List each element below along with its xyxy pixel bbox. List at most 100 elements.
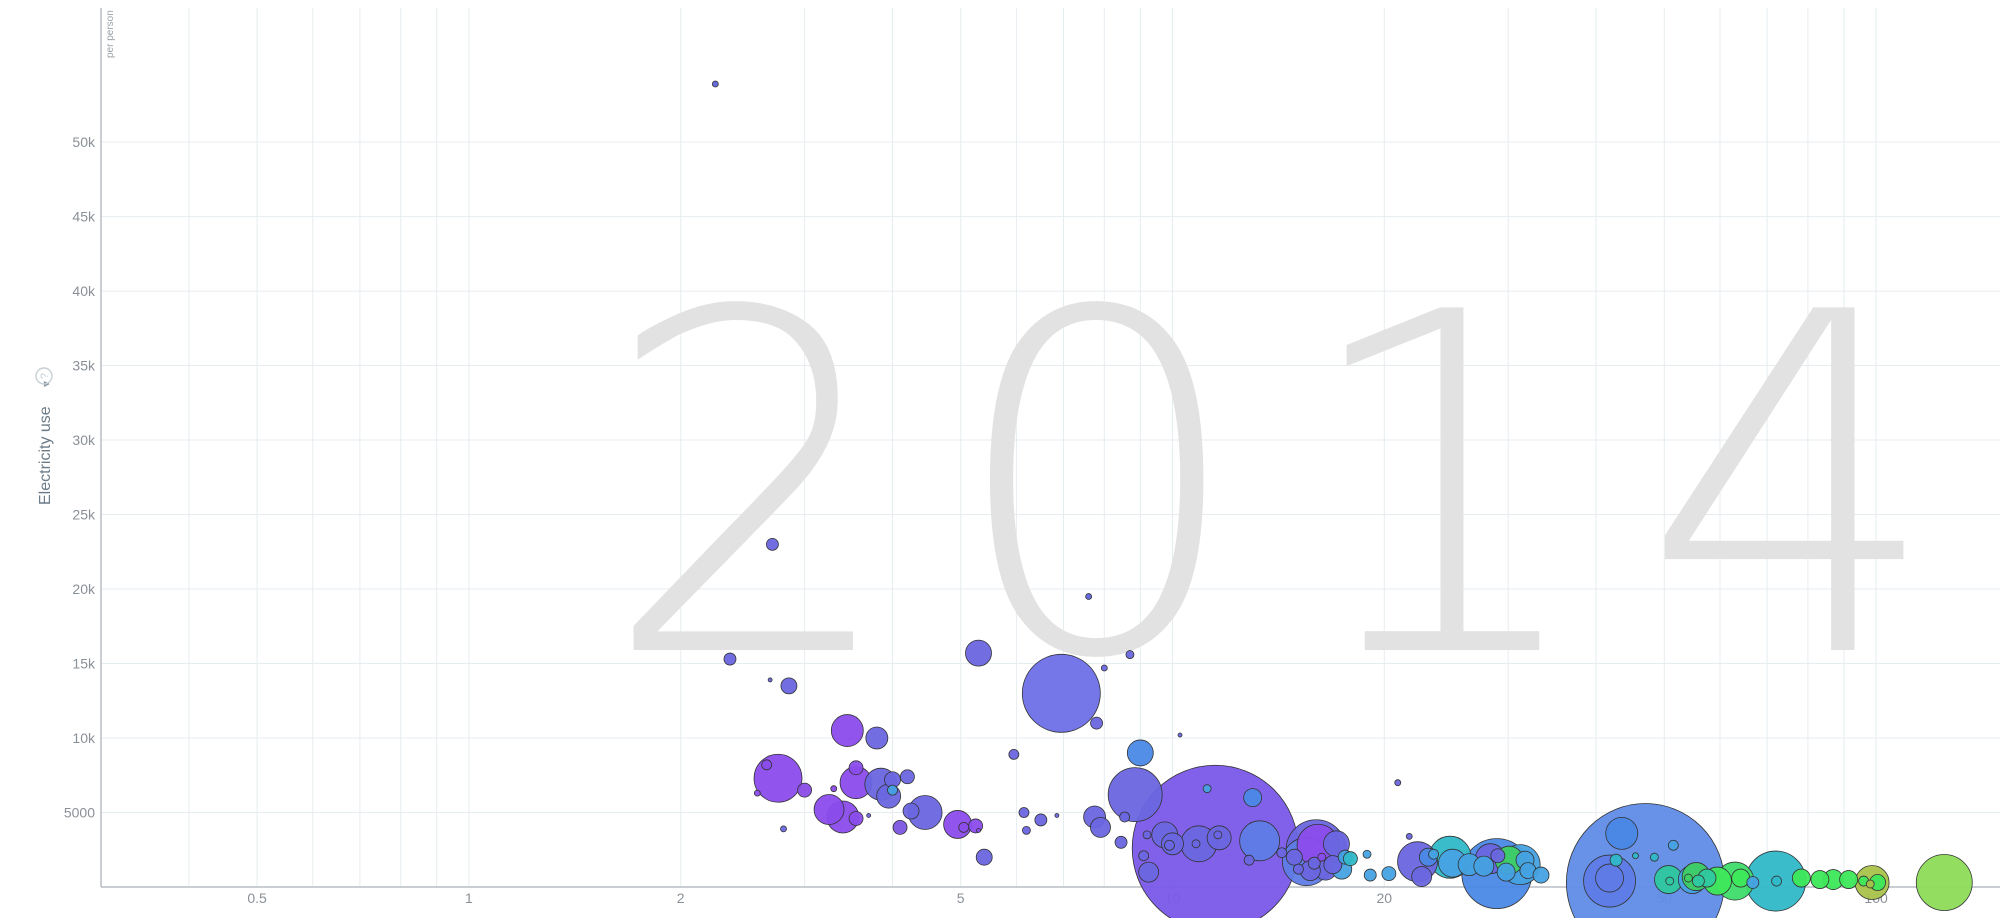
data-bubble bbox=[1143, 831, 1151, 839]
x-tick-label: 2 bbox=[677, 890, 685, 906]
data-bubble bbox=[1610, 854, 1622, 866]
data-bubble bbox=[831, 786, 837, 792]
data-bubble bbox=[762, 760, 772, 770]
data-bubble bbox=[798, 783, 812, 797]
x-tick-label: 20 bbox=[1377, 890, 1393, 906]
data-bubble bbox=[831, 715, 863, 747]
data-bubble bbox=[1178, 733, 1182, 737]
data-bubble bbox=[900, 770, 914, 784]
data-bubble bbox=[1429, 849, 1439, 859]
data-bubble bbox=[781, 826, 787, 832]
data-bubble bbox=[1632, 853, 1638, 859]
data-bubble bbox=[1916, 855, 1972, 911]
y-tick-label: 15k bbox=[72, 656, 96, 672]
data-bubble bbox=[1091, 717, 1103, 729]
data-bubble bbox=[903, 803, 919, 819]
y-tick-label: 35k bbox=[72, 358, 96, 374]
data-bubble bbox=[1474, 856, 1494, 876]
data-bubble bbox=[1192, 840, 1200, 848]
x-tick-label: 1 bbox=[465, 890, 473, 906]
x-tick-label: 0.5 bbox=[247, 890, 267, 906]
data-bubble bbox=[1747, 877, 1759, 889]
data-bubble bbox=[768, 678, 772, 682]
data-bubble bbox=[1406, 833, 1412, 839]
data-bubble bbox=[1203, 785, 1211, 793]
data-bubble bbox=[849, 811, 863, 825]
y-tick-label: 5000 bbox=[64, 805, 95, 821]
data-bubble bbox=[1533, 867, 1549, 883]
data-bubble bbox=[1127, 740, 1153, 766]
data-bubble bbox=[1650, 853, 1658, 861]
data-bubble bbox=[1666, 877, 1674, 885]
data-bubble bbox=[1840, 871, 1858, 889]
data-bubble bbox=[1286, 849, 1302, 865]
data-bubble bbox=[1244, 855, 1254, 865]
data-bubble bbox=[754, 790, 760, 796]
y-tick-label: 25k bbox=[72, 507, 96, 523]
data-bubble bbox=[849, 761, 863, 775]
data-bubble bbox=[1606, 817, 1638, 849]
data-bubble bbox=[1277, 848, 1287, 858]
data-bubble bbox=[1318, 853, 1326, 861]
data-bubble bbox=[959, 822, 969, 832]
data-bubble bbox=[1566, 804, 1724, 918]
data-bubble bbox=[1108, 768, 1162, 822]
data-bubble bbox=[1139, 851, 1149, 861]
data-bubble bbox=[766, 538, 778, 550]
data-bubble bbox=[1684, 874, 1692, 882]
data-bubble bbox=[1382, 867, 1396, 881]
x-tick-label: 5 bbox=[957, 890, 965, 906]
data-bubble bbox=[1022, 654, 1100, 732]
data-bubble bbox=[1491, 849, 1505, 863]
data-bubble bbox=[781, 678, 797, 694]
data-bubble bbox=[814, 795, 844, 825]
data-bubble bbox=[1412, 867, 1432, 887]
data-bubble bbox=[1055, 813, 1059, 817]
data-bubble bbox=[1668, 840, 1678, 850]
data-bubble bbox=[1395, 780, 1401, 786]
data-bubble bbox=[754, 754, 802, 802]
data-bubble bbox=[1293, 864, 1303, 874]
data-bubble bbox=[1115, 836, 1127, 848]
data-bubble bbox=[866, 727, 888, 749]
year-watermark: 2014 bbox=[601, 214, 1989, 761]
data-bubble bbox=[1086, 593, 1092, 599]
data-bubble bbox=[724, 653, 736, 665]
data-bubble bbox=[1009, 749, 1019, 759]
y-tick-label: 30k bbox=[72, 432, 96, 448]
y-tick-label: 45k bbox=[72, 209, 96, 225]
y-axis-label[interactable]: Electricity use bbox=[37, 406, 54, 505]
help-icon-glyph[interactable]: ? bbox=[39, 373, 51, 379]
data-bubble bbox=[893, 820, 907, 834]
data-bubble bbox=[1244, 789, 1262, 807]
data-bubble bbox=[977, 828, 981, 832]
data-bubble bbox=[867, 813, 871, 817]
data-bubble bbox=[1022, 826, 1030, 834]
data-bubble bbox=[1364, 869, 1376, 881]
data-bubble bbox=[1120, 812, 1130, 822]
data-bubble bbox=[1214, 831, 1222, 839]
data-bubble bbox=[1101, 665, 1107, 671]
data-bubble bbox=[1596, 864, 1624, 892]
data-bubble bbox=[1363, 850, 1371, 858]
y-tick-label: 10k bbox=[72, 730, 96, 746]
data-bubble bbox=[966, 640, 992, 666]
data-bubble bbox=[1692, 875, 1704, 887]
data-bubble bbox=[1090, 817, 1110, 837]
y-tick-label: 20k bbox=[72, 581, 96, 597]
data-bubble bbox=[1035, 814, 1047, 826]
y-unit-label: per person bbox=[105, 10, 116, 58]
y-tick-label: 50k bbox=[72, 134, 96, 150]
y-axis-title[interactable]: Electricity use ▾ ? bbox=[14, 360, 74, 560]
data-bubble bbox=[1139, 862, 1159, 882]
data-bubble bbox=[1792, 869, 1810, 887]
y-tick-label: 40k bbox=[72, 283, 96, 299]
data-bubble bbox=[976, 849, 992, 865]
data-bubble bbox=[1772, 876, 1782, 886]
data-bubble bbox=[1164, 840, 1174, 850]
data-bubble bbox=[1866, 880, 1874, 888]
data-bubble bbox=[1240, 821, 1280, 861]
data-bubble bbox=[1343, 852, 1357, 866]
